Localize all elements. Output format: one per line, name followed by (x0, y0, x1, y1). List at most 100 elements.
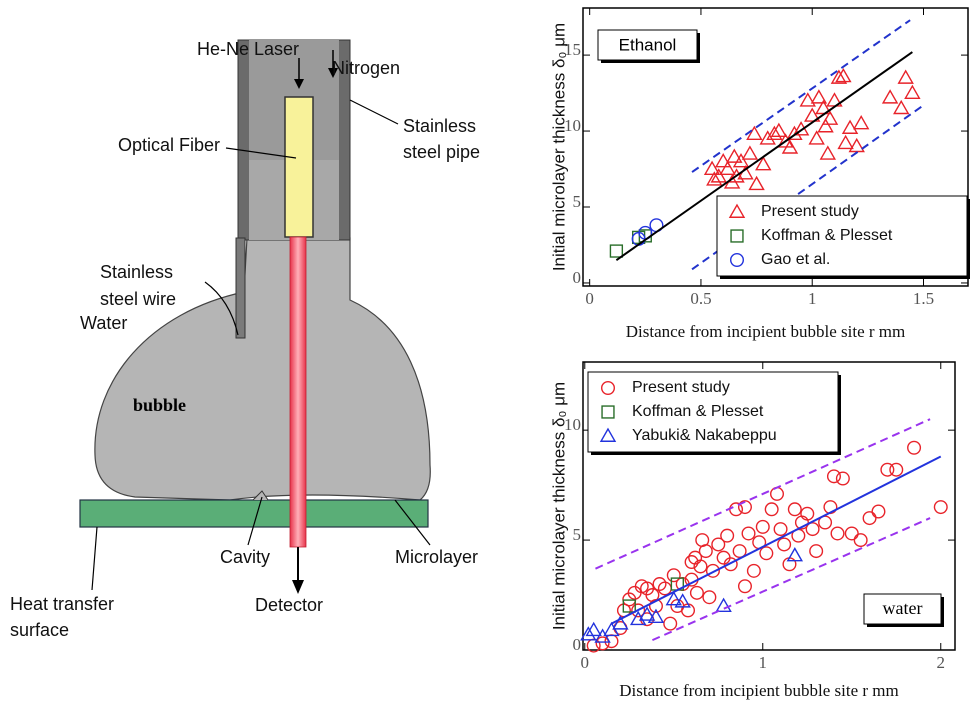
fit-line (652, 517, 931, 642)
marker (732, 544, 747, 559)
marker (770, 122, 788, 137)
marker (766, 125, 783, 141)
legend-marker (730, 252, 745, 267)
marker (580, 626, 597, 641)
annotation: Ethanol (619, 35, 677, 54)
fit-line (595, 418, 931, 570)
marker (681, 603, 696, 618)
optical-fiber (284, 96, 314, 238)
marker (830, 526, 845, 541)
plot-frame (582, 7, 969, 287)
legend-label: Koffman & Plesset (761, 227, 893, 244)
marker (786, 547, 804, 562)
marker (710, 168, 727, 183)
steel-wire (235, 237, 246, 339)
marker (693, 559, 708, 574)
cavity (252, 490, 269, 501)
marker (830, 69, 848, 84)
marker (777, 133, 794, 148)
marker (759, 546, 774, 561)
y-tick-label: 10 (564, 415, 581, 434)
marker (755, 519, 770, 534)
laser-beam (289, 236, 307, 548)
marker (631, 603, 646, 618)
marker (585, 621, 602, 637)
marker (746, 125, 763, 141)
legend-label: Koffman & Plesset (632, 403, 764, 420)
legend-box (587, 371, 839, 453)
y-tick-label: 5 (573, 525, 582, 544)
marker (787, 502, 802, 517)
arrow-head (292, 580, 304, 594)
fit-line (615, 51, 913, 261)
y-tick-label: 0 (573, 635, 582, 654)
legend-marker (601, 381, 616, 396)
marker (804, 107, 821, 122)
arrow-head (294, 79, 304, 89)
fit-line (691, 19, 911, 173)
marker (770, 486, 785, 501)
marker (764, 502, 779, 517)
leader-line (247, 496, 263, 546)
marker (889, 462, 904, 477)
leader-line (349, 99, 399, 125)
marker (715, 597, 732, 612)
label: bubble (133, 395, 186, 415)
marker (705, 563, 720, 578)
legend-marker (601, 405, 615, 419)
marker (841, 119, 859, 134)
marker (808, 130, 825, 145)
marker (666, 568, 681, 583)
y-tick-label: 10 (564, 116, 581, 135)
legend-marker (730, 229, 744, 243)
marker (809, 544, 824, 559)
marker (871, 504, 886, 519)
marker (726, 148, 743, 163)
x-tick-label: 1 (808, 289, 817, 308)
x-tick-label: 1.5 (913, 289, 934, 308)
x-axis-label: Distance from incipient bubble site r mm (619, 681, 899, 700)
label: surface (10, 620, 69, 640)
marker (665, 591, 682, 606)
marker (640, 581, 655, 596)
legend-label: Present study (632, 379, 730, 396)
marker (702, 590, 717, 605)
marker (647, 608, 665, 623)
marker (837, 134, 854, 150)
marker (904, 84, 921, 100)
marker (741, 145, 759, 160)
legend-marker (728, 203, 746, 218)
marker (698, 544, 713, 559)
marker (595, 636, 610, 651)
fit-line (611, 455, 942, 625)
marker (648, 599, 663, 614)
x-tick-label: 2 (937, 653, 946, 672)
marker (711, 537, 726, 552)
leader-line (225, 147, 297, 159)
x-tick-label: 0 (581, 653, 590, 672)
marker (720, 528, 735, 543)
marker (853, 533, 868, 548)
marker (737, 500, 752, 515)
marker (703, 160, 721, 175)
legend-box (716, 195, 968, 277)
marker (723, 557, 738, 572)
marker (819, 145, 837, 160)
marker (821, 110, 839, 125)
label: He-Ne Laser (197, 39, 299, 59)
marker (759, 130, 776, 145)
marker (622, 599, 636, 613)
label: Heat transfer (10, 594, 114, 614)
label: Microlayer (395, 547, 478, 567)
marker (835, 67, 852, 83)
x-tick-label: 0.5 (690, 289, 711, 308)
label: Stainless (403, 116, 476, 136)
marker (826, 469, 841, 484)
marker (781, 139, 799, 154)
label: Water (80, 313, 127, 333)
legend-label: Present study (761, 203, 859, 220)
marker (714, 153, 732, 168)
marker (897, 69, 914, 84)
marker (689, 585, 704, 600)
leader-line (91, 526, 98, 591)
